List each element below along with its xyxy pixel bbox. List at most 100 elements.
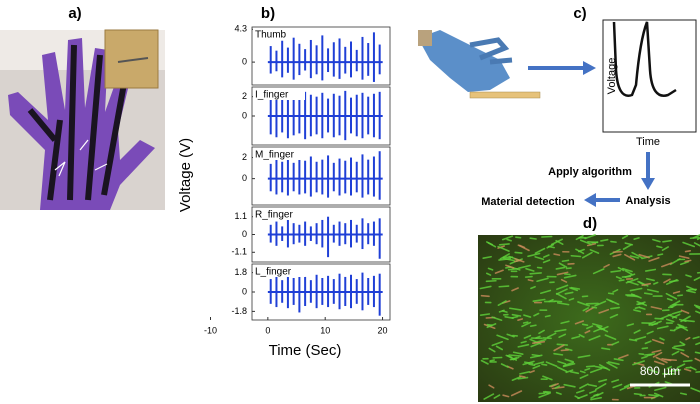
cell [689,366,697,371]
cell [529,324,537,327]
title-bg [253,28,287,40]
cell [633,237,640,240]
cell [647,288,659,293]
cell [491,316,503,322]
cell [529,272,542,275]
cell [671,310,683,315]
cell [601,347,611,351]
cell [622,244,632,250]
cell [480,294,490,298]
cell [489,359,496,362]
cell [494,269,504,274]
cell [618,279,625,282]
cell [689,236,700,240]
cell [677,294,684,297]
cell [607,292,615,295]
cell [555,288,568,295]
cell [615,276,622,280]
cell [533,361,545,366]
cell [628,338,638,342]
cell [661,357,672,362]
cell [590,396,602,401]
cell [585,365,596,368]
cell [656,245,663,249]
cell [551,386,565,390]
title-bg [253,265,305,277]
cell [554,328,567,333]
cell [646,277,655,282]
cell [685,274,692,278]
cell [497,300,507,307]
cell [641,355,648,359]
cell [589,367,603,374]
cell [563,274,577,279]
cell [592,268,605,275]
cell [586,325,594,330]
cell [511,313,522,317]
x-tick-label: 0 [265,325,270,335]
cell [493,394,501,399]
cell [502,257,515,262]
cell [588,335,601,341]
cell [584,367,591,371]
cell [694,351,700,355]
cell [596,391,604,397]
cell [541,363,548,366]
cell [525,267,535,272]
cell [527,279,534,282]
title-bg [253,148,305,160]
cells [479,233,700,401]
cell [515,236,522,239]
cell [508,354,522,357]
cell [517,318,524,321]
cell [695,370,700,373]
cell [532,298,546,302]
cell [519,370,531,375]
cell [679,260,690,266]
glove-photo [0,29,165,210]
cell [650,306,663,310]
plot-ylabel: Voltage [606,58,618,95]
x-tick-label: 20 [378,325,388,335]
cell [627,280,639,286]
cell [497,245,510,252]
cell [621,267,633,273]
cell [498,243,510,246]
cell [561,259,570,263]
cell [533,312,540,317]
cell [571,335,581,340]
cell [644,353,656,356]
cell [685,289,696,294]
cell [648,322,658,326]
cell [479,313,490,316]
subplot-title: M_finger [255,150,295,161]
cell [679,392,688,396]
cell [617,266,625,272]
cell [677,323,685,328]
cell [512,351,524,355]
cell [678,255,690,259]
y-tick-label: -1.8 [231,306,247,316]
cell [495,345,503,351]
cell [629,287,643,292]
cell [555,266,566,270]
cell [643,292,653,296]
cell [587,383,598,387]
cell [519,375,526,378]
cell [646,368,658,374]
cell [568,297,575,301]
cell [593,328,602,333]
cell [576,389,585,394]
panel-label: c) [573,5,586,22]
cell [671,347,685,352]
cell [520,340,527,344]
cell [666,278,678,285]
cell [600,238,609,242]
cell [655,356,668,364]
cell [556,271,569,276]
cell [612,250,623,253]
cell [558,333,567,339]
cell [584,234,596,240]
cell [563,273,571,276]
cell [638,253,650,259]
